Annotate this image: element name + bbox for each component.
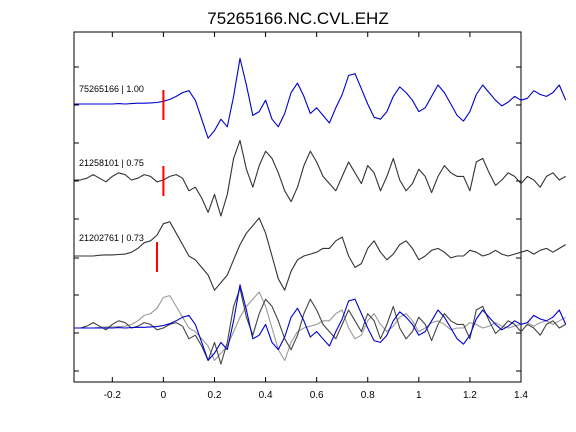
chart-title: 75265166.NC.CVL.EHZ [207, 9, 388, 28]
overlay-trace-line [74, 284, 567, 361]
pick-markers [156, 90, 165, 272]
x-tick-label: 0.4 [259, 390, 273, 401]
trace-label: 75265166 | 1.00 [79, 84, 144, 94]
trace-label: 21202761 | 0.73 [79, 233, 144, 243]
x-tick-label: 1.2 [463, 390, 477, 401]
waveform-traces [74, 57, 567, 291]
x-tick-label: 0.8 [361, 390, 375, 401]
trace-line [74, 57, 567, 139]
axis-ticks: -0.2 0 0.2 0.4 0.6 0.8 1 1.2 1.4 [74, 32, 528, 401]
trace-line [74, 217, 566, 291]
x-tick-label: -0.2 [104, 390, 122, 401]
x-tick-label: 1.4 [514, 390, 528, 401]
overlay-traces [74, 284, 567, 365]
overlay-trace-line [74, 287, 566, 365]
trace-labels: 75265166 | 1.00 21258101 | 0.75 21202761 |… [79, 84, 144, 243]
x-tick-label: 1 [416, 390, 422, 401]
x-tick-label: 0.2 [208, 390, 222, 401]
trace-label: 21258101 | 0.75 [79, 158, 144, 168]
x-tick-label: 0 [161, 390, 167, 401]
overlay-trace-line [74, 291, 566, 361]
trace-line [74, 139, 566, 217]
x-tick-label: 0.6 [310, 390, 324, 401]
